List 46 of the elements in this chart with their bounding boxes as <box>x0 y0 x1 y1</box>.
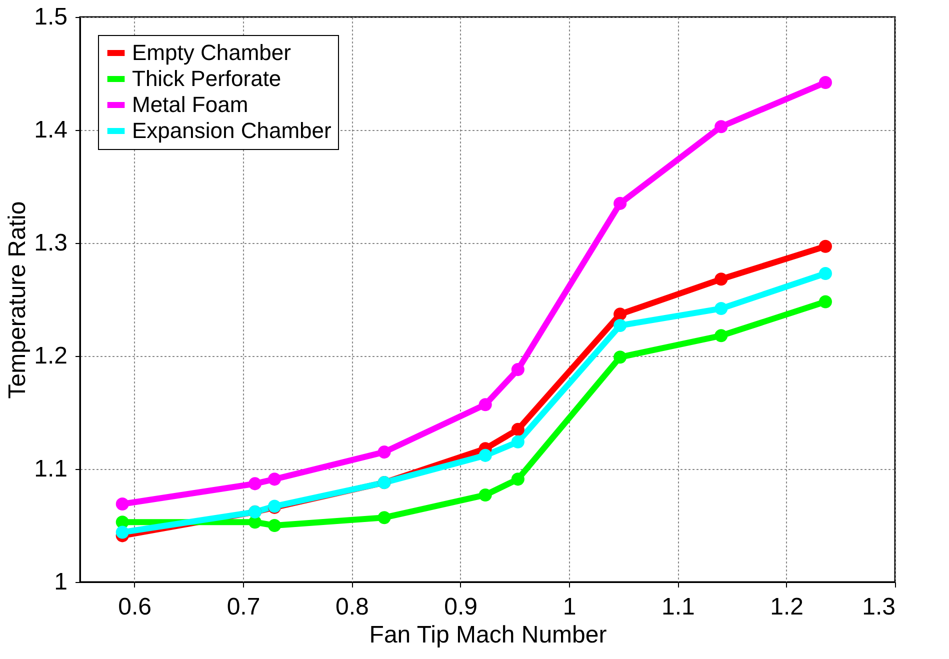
point <box>714 302 728 316</box>
x-tick-label: 1.1 <box>661 594 695 620</box>
point <box>248 477 262 490</box>
point <box>378 511 391 524</box>
y-tick-label: 1.2 <box>34 342 68 370</box>
point <box>116 526 129 539</box>
y-tick-label: 1.5 <box>34 4 68 30</box>
point <box>378 446 391 459</box>
point <box>614 196 627 210</box>
point <box>511 435 524 448</box>
legend-label: Empty Chamber <box>132 40 291 65</box>
point <box>511 422 524 436</box>
point <box>478 488 492 502</box>
x-tick-label: 0.7 <box>226 594 260 620</box>
point <box>714 120 728 134</box>
legend-label: Expansion Chamber <box>132 118 332 143</box>
x-tick-label: 1.2 <box>770 594 804 620</box>
x-tick-label: 0.8 <box>335 594 369 620</box>
y-tick-label: 1 <box>54 568 68 596</box>
point <box>818 76 832 90</box>
point <box>714 272 728 286</box>
point <box>511 363 524 376</box>
point <box>614 308 627 321</box>
point <box>818 267 832 280</box>
x-tick-label: 0.9 <box>444 594 478 620</box>
x-tick-label: 0.6 <box>118 594 152 620</box>
legend-label: Thick Perforate <box>132 66 282 91</box>
point <box>478 448 492 462</box>
legend-label: Metal Foam <box>132 92 248 117</box>
point <box>478 398 492 412</box>
point <box>614 350 627 364</box>
y-tick-label: 1.1 <box>34 456 68 482</box>
x-tick-label: 1 <box>562 594 576 620</box>
point <box>116 498 129 511</box>
point <box>818 240 832 253</box>
point <box>818 295 832 308</box>
point <box>268 472 282 486</box>
point <box>268 518 282 532</box>
point <box>511 472 524 486</box>
point <box>614 318 627 332</box>
x-axis-title: Fan Tip Mach Number <box>369 622 607 648</box>
x-tick-label: 1.3 <box>862 594 896 620</box>
point <box>714 329 728 342</box>
y-tick-label: 1.4 <box>34 116 68 144</box>
y-tick-label: 1.3 <box>34 230 68 256</box>
y-axis-title: Temperature Ratio <box>4 201 32 399</box>
